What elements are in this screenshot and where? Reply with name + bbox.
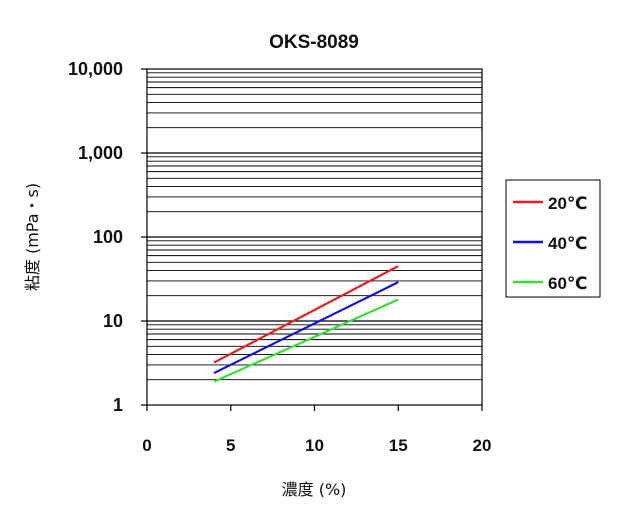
y-tick-label: 10	[103, 311, 123, 331]
y-axis: 1 10 100 1,000 10,000	[68, 59, 147, 415]
legend-box	[505, 179, 601, 298]
series-line	[213, 265, 399, 364]
chart-title: OKS-8089	[269, 32, 359, 53]
y-tick-label: 10,000	[68, 59, 123, 79]
x-tick-label: 20	[473, 436, 492, 455]
legend-label: 40℃	[548, 234, 588, 253]
x-tick-label: 10	[305, 436, 324, 455]
series-line	[213, 298, 399, 383]
x-tick-label: 5	[226, 436, 235, 455]
series-line	[213, 281, 399, 375]
y-axis-label: 粘度 (mPa・s)	[23, 183, 42, 291]
y-tick-label: 1,000	[78, 143, 123, 163]
x-axis-label: 濃度 (%)	[282, 480, 347, 499]
y-tick-label: 100	[93, 227, 123, 247]
grid	[147, 72, 482, 381]
legend-label: 20℃	[548, 194, 588, 213]
x-axis: 0 5 10 15 20	[142, 405, 491, 455]
legend: 20℃ 40℃ 60℃	[513, 194, 588, 293]
y-tick-label: 1	[113, 395, 123, 415]
series-lines	[213, 265, 399, 383]
x-tick-label: 15	[389, 436, 408, 455]
legend-label: 60℃	[548, 274, 588, 293]
x-tick-label: 0	[142, 436, 151, 455]
